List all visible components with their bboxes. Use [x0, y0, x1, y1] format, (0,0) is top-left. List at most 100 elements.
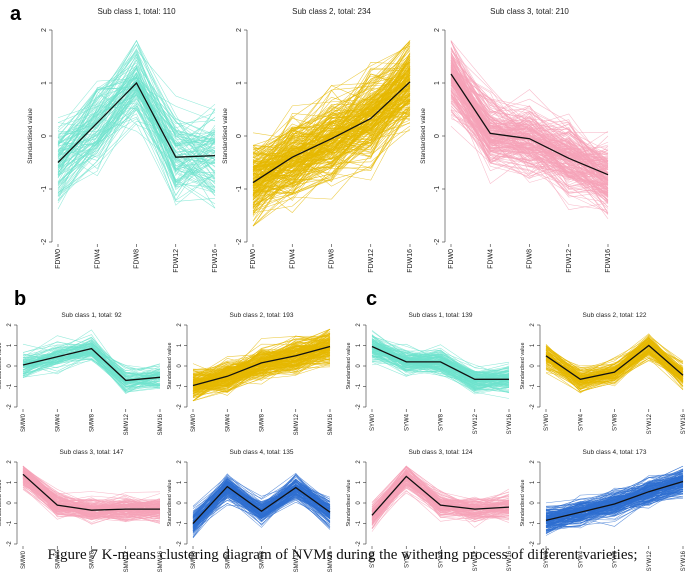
profile-line: [57, 113, 216, 210]
x-tick-label: FDW0: [250, 249, 257, 269]
x-tick-label: SMW4: [55, 413, 61, 432]
y-tick-label: 2: [530, 460, 536, 464]
mean-line: [192, 485, 331, 524]
profile-line: [22, 480, 161, 516]
panel-label-c: c: [366, 288, 377, 310]
x-tick-label: FDW8: [134, 249, 141, 269]
profile-line: [450, 110, 609, 195]
y-axis-label: Standardised value: [420, 108, 427, 164]
profile-line: [450, 80, 609, 192]
panel-label-a: a: [10, 3, 22, 25]
x-tick-label: SYW16: [681, 550, 685, 571]
profile-line: [57, 96, 216, 184]
profile-line: [57, 62, 216, 143]
profile-line: [450, 78, 609, 199]
profile-line: [252, 63, 411, 180]
x-tick-label: SYW4: [578, 413, 584, 431]
y-axis-label: Standardised value: [167, 342, 173, 389]
profile-line: [57, 44, 216, 173]
profile-line: [57, 64, 216, 136]
y-tick-label: -1: [177, 520, 183, 526]
profile-line: [57, 56, 216, 154]
chart-title: Sub class 2, total: 193: [230, 312, 294, 319]
profile-line: [192, 362, 331, 402]
y-tick-label: -1: [530, 383, 536, 389]
profile-line: [371, 343, 510, 380]
x-tick-label: SMW16: [158, 550, 164, 572]
profile-line: [371, 349, 510, 385]
profile-line: [371, 346, 510, 390]
profile-line: [450, 61, 609, 170]
profile-line: [57, 68, 216, 164]
x-tick-label: SMW0: [191, 550, 197, 569]
x-tick-label: SMW4: [55, 550, 61, 569]
x-tick-label: FDW4: [289, 249, 296, 269]
chart-b-7: Sub class 4, total: 135 -2 -1 0 1 2 Standardis…: [167, 449, 334, 572]
y-tick-label: 1: [41, 81, 48, 85]
chart-a-2: Sub class 2, total: 234 -2 -1 0 1 2 Standardis…: [222, 7, 414, 273]
profile-line: [545, 486, 684, 529]
x-tick-label: SYW8: [439, 413, 445, 431]
profile-line: [57, 90, 216, 196]
profile-line: [252, 40, 411, 155]
profile-line: [22, 344, 161, 388]
profile-line: [545, 353, 684, 393]
x-tick-label: SMW8: [260, 413, 266, 432]
mean-line: [450, 73, 609, 176]
profile-line: [252, 73, 411, 192]
profile-line: [450, 56, 609, 166]
profile-line: [57, 93, 216, 206]
profile-lines: [545, 333, 684, 394]
mean-line: [371, 345, 509, 380]
profile-line: [57, 105, 216, 205]
y-tick-label: 1: [177, 343, 183, 347]
x-tick-label: SMW16: [328, 413, 334, 435]
profile-line: [371, 485, 510, 522]
profile-line: [57, 109, 216, 209]
profile-line: [192, 350, 331, 381]
profile-line: [57, 102, 216, 187]
profile-line: [192, 499, 331, 528]
profile-line: [371, 348, 510, 386]
y-tick-label: -1: [7, 383, 13, 389]
x-tick-label: SMW0: [191, 413, 197, 432]
profile-lines: [252, 40, 411, 227]
x-tick-label: SYW12: [473, 413, 479, 434]
chart-title: Sub class 2, total: 122: [583, 312, 647, 319]
profile-line: [22, 340, 161, 379]
chart-a-3: Sub class 3, total: 210 -2 -1 0 1 2 Standardis…: [420, 7, 612, 273]
profile-line: [57, 103, 216, 196]
profile-line: [450, 94, 609, 198]
x-tick-label: SMW8: [90, 550, 96, 569]
y-axis-label: Standardised value: [0, 342, 3, 389]
profile-line: [22, 467, 161, 517]
y-tick-label: 2: [41, 28, 48, 32]
chart-title: Sub class 1, total: 92: [61, 312, 122, 319]
y-tick-label: -2: [7, 404, 13, 410]
profile-line: [57, 80, 216, 186]
profile-line: [545, 337, 684, 381]
chart-title: Sub class 1, total: 110: [97, 7, 176, 16]
profile-line: [450, 57, 609, 177]
x-tick-label: SMW4: [225, 550, 231, 569]
profile-line: [450, 103, 609, 198]
profile-line: [450, 109, 609, 186]
profile-line: [545, 475, 684, 515]
profile-line: [192, 357, 331, 391]
profile-line: [371, 355, 510, 382]
chart-c-10: Sub class 3, total: 124 -2 -1 0 1 2 Standardis…: [346, 449, 513, 571]
profile-line: [545, 479, 684, 521]
profile-lines: [57, 39, 216, 210]
x-tick-label: SYW16: [681, 413, 685, 434]
y-tick-label: 0: [530, 501, 536, 505]
profile-line: [22, 337, 161, 377]
profile-line: [22, 467, 161, 505]
figure-caption: Figure 7 K-means clustering diagram of N…: [47, 547, 638, 563]
profile-lines: [371, 330, 510, 399]
chart-title: Sub class 4, total: 173: [583, 449, 647, 456]
profile-line: [57, 123, 216, 202]
profile-line: [192, 339, 331, 376]
x-tick-label: SYW12: [473, 550, 479, 571]
profile-line: [252, 71, 411, 162]
y-tick-label: 2: [177, 460, 183, 464]
